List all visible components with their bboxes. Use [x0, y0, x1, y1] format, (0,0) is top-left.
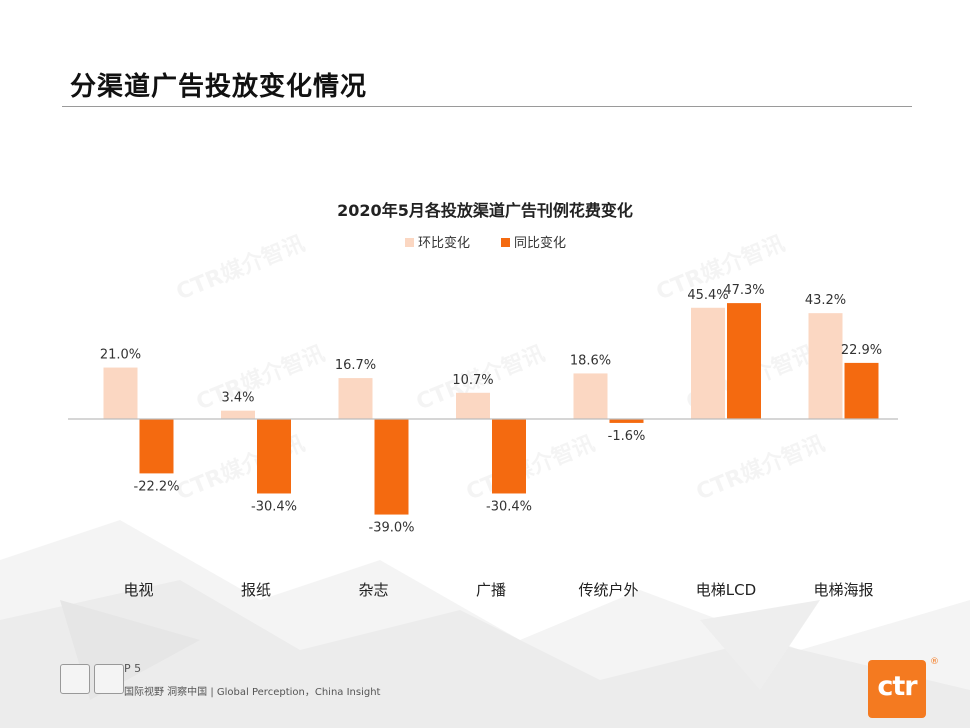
ctr-logo: ctr [868, 660, 926, 718]
ukas-badge-icon [94, 664, 124, 694]
bar-mom [456, 392, 490, 419]
data-label-mom: 16.7% [335, 358, 376, 373]
watermark-text: CTR媒介智讯 [693, 430, 829, 505]
watermark-text: CTR媒介智讯 [193, 340, 329, 415]
bar-yoy [257, 419, 291, 494]
category-label: 电视 [123, 581, 153, 599]
title-divider [62, 106, 912, 107]
page-title: 分渠道广告投放变化情况 [70, 72, 368, 102]
bar-mom [573, 373, 608, 419]
labels-layer: 21.0% -22.2% 3.4% -30.4% 16.7% -39.0% 10.7% -30… [100, 283, 882, 535]
bar-yoy [844, 362, 879, 419]
category-label: 电梯LCD [696, 581, 756, 599]
legend-label-mom: 环比变化 [418, 235, 470, 251]
certification-badge-icon [60, 664, 90, 694]
chart-title: 2020年5月各投放渠道广告刊例花费变化 [337, 201, 633, 220]
data-label-yoy: -30.4% [251, 499, 297, 514]
category-label: 电梯海报 [813, 581, 873, 599]
page-number: P 5 [124, 662, 142, 675]
bar-yoy [609, 419, 644, 423]
category-label: 传统户外 [578, 581, 638, 599]
bar-yoy [374, 419, 409, 515]
legend-swatch-yoy [501, 238, 510, 247]
footer-tagline: 国际视野 洞察中国 | Global Perception，China Insi… [124, 687, 381, 698]
registered-mark: ® [930, 657, 939, 667]
data-label-yoy: -39.0% [369, 521, 415, 536]
bar-mom [103, 367, 138, 419]
bar-yoy [492, 419, 526, 494]
data-label-yoy: 22.9% [841, 343, 882, 358]
data-label-yoy: -22.2% [134, 479, 180, 494]
bar-mom [808, 313, 843, 419]
category-labels-layer: 电视 报纸 杂志 广播 传统户外 电梯LCD 电梯海报 [123, 581, 873, 599]
data-label-yoy: -1.6% [608, 429, 646, 444]
data-label-mom: 43.2% [805, 293, 846, 308]
ctr-logo-text: ctr [877, 671, 917, 702]
data-label-mom: 21.0% [100, 348, 141, 363]
category-label: 广播 [476, 581, 506, 599]
watermark-text: CTR媒介智讯 [463, 430, 599, 505]
data-label-mom: 3.4% [221, 391, 254, 406]
bar-mom [691, 307, 725, 419]
watermark-text: CTR媒介智讯 [173, 230, 309, 305]
bars-layer [103, 303, 879, 515]
legend-swatch-mom [405, 238, 414, 247]
data-label-yoy: -30.4% [486, 499, 532, 514]
category-label: 报纸 [241, 581, 271, 599]
chart-legend: 环比变化 同比变化 [405, 235, 566, 251]
data-label-mom: 18.6% [570, 353, 611, 368]
bar-mom [338, 378, 373, 419]
category-label: 杂志 [358, 581, 388, 599]
bar-mom [221, 410, 255, 419]
data-label-mom: 45.4% [687, 288, 728, 303]
data-label-yoy: 47.3% [723, 283, 764, 298]
legend-label-yoy: 同比变化 [514, 235, 566, 251]
bar-yoy [727, 303, 761, 419]
data-label-mom: 10.7% [452, 373, 493, 388]
bar-yoy [139, 419, 174, 474]
